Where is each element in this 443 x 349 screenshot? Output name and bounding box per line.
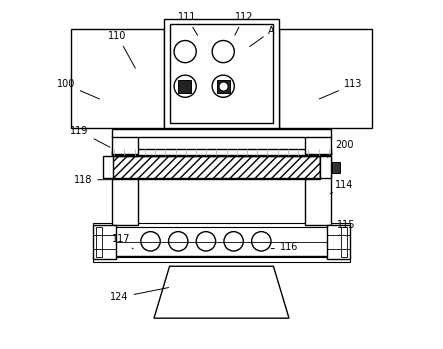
Bar [113, 156, 320, 178]
Text: 111: 111 [178, 12, 198, 35]
Circle shape [219, 82, 228, 91]
Bar [217, 80, 230, 93]
Text: 117: 117 [112, 233, 133, 249]
Bar [93, 223, 350, 227]
Text: 110: 110 [109, 31, 136, 68]
Bar [113, 136, 138, 154]
Text: 124: 124 [110, 288, 169, 303]
Bar [93, 225, 116, 259]
Bar [113, 129, 330, 138]
Circle shape [212, 40, 234, 63]
Circle shape [196, 232, 216, 251]
Bar [164, 19, 279, 128]
Circle shape [224, 232, 243, 251]
Bar [113, 152, 138, 225]
Text: 114: 114 [330, 180, 354, 194]
Circle shape [141, 232, 160, 251]
Bar [93, 257, 350, 262]
Bar [170, 24, 273, 122]
Text: 113: 113 [319, 80, 362, 99]
Bar [320, 156, 330, 178]
Bar [96, 227, 102, 257]
Bar [102, 227, 341, 256]
Circle shape [252, 232, 271, 251]
Text: 112: 112 [235, 12, 253, 35]
Circle shape [212, 75, 234, 97]
Bar [71, 29, 164, 128]
Bar [327, 225, 350, 259]
Bar [279, 29, 372, 128]
Bar [341, 227, 347, 257]
Text: 116: 116 [271, 242, 298, 252]
Circle shape [174, 40, 196, 63]
Text: 115: 115 [337, 220, 355, 235]
Bar [103, 156, 113, 178]
Bar [178, 80, 191, 93]
Text: 200: 200 [328, 140, 354, 157]
Text: 118: 118 [74, 175, 111, 185]
Text: 100: 100 [57, 80, 100, 99]
Text: 119: 119 [70, 126, 110, 147]
Polygon shape [154, 266, 289, 318]
Circle shape [174, 75, 196, 97]
Bar [113, 149, 330, 155]
Text: A: A [250, 26, 275, 46]
Bar [332, 162, 340, 173]
Bar [305, 152, 330, 225]
Bar [113, 156, 320, 179]
Circle shape [168, 232, 188, 251]
Bar [305, 136, 330, 154]
